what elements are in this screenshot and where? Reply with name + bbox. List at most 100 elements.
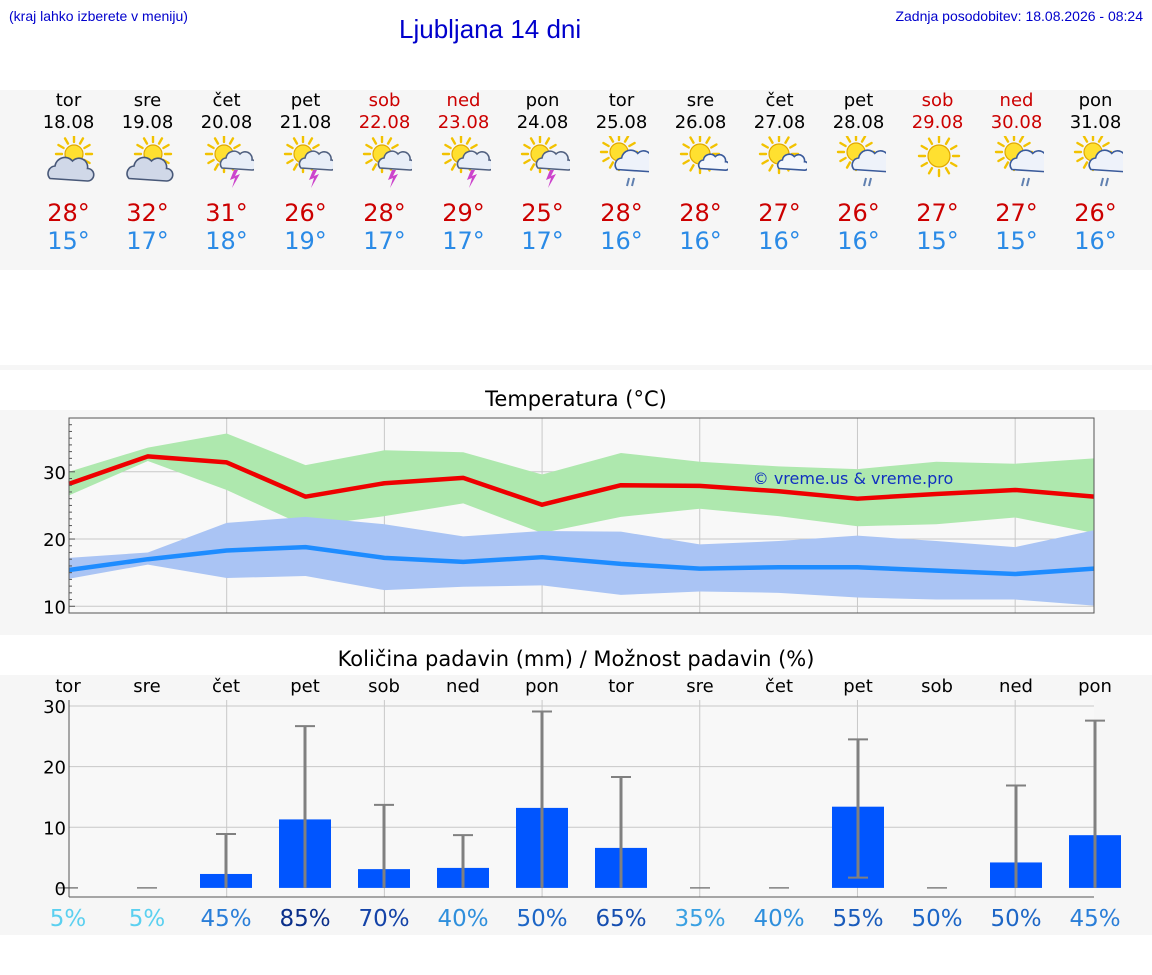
x-day-label: sre xyxy=(686,676,713,697)
sun-thunderstorm-icon xyxy=(520,136,570,188)
day-date: 28.08 xyxy=(832,112,885,133)
x-day-label: čet xyxy=(765,676,793,697)
precip-probability: 65% xyxy=(595,906,646,932)
temp-min: 16° xyxy=(758,227,801,255)
precip-probability: 70% xyxy=(358,906,409,932)
x-day-label: pet xyxy=(290,676,320,697)
temp-max: 28° xyxy=(47,199,90,227)
temp-max: 27° xyxy=(758,199,801,227)
temp-min: 17° xyxy=(442,227,485,255)
day-name: pon xyxy=(525,90,560,111)
day-name: čet xyxy=(212,90,241,111)
day-name: sre xyxy=(133,90,162,111)
temp-max: 26° xyxy=(284,199,327,227)
day-date: 27.08 xyxy=(753,112,806,133)
day-date: 30.08 xyxy=(990,112,1043,133)
precip-probability: 45% xyxy=(1069,906,1120,932)
day-name: sre xyxy=(686,90,715,111)
temp-max: 25° xyxy=(521,199,564,227)
location-hint: (kraj lahko izberete v meniju) xyxy=(9,8,188,24)
day-date: 29.08 xyxy=(911,112,964,133)
day-name: sob xyxy=(368,90,401,111)
watermark: © vreme.us & vreme.pro xyxy=(753,469,954,488)
temp-max: 28° xyxy=(679,199,722,227)
day-name: tor xyxy=(608,90,635,111)
x-day-label: tor xyxy=(55,676,81,697)
day-date: 31.08 xyxy=(1069,112,1122,133)
temp-min: 17° xyxy=(521,227,564,255)
precip-probability: 35% xyxy=(674,906,725,932)
x-day-label: ned xyxy=(999,676,1033,697)
temp-max: 29° xyxy=(442,199,485,227)
temp-min: 15° xyxy=(995,227,1038,255)
sun-thunderstorm-icon xyxy=(441,136,491,188)
temperature-chart: 10 20 30 © vreme.us & vreme.pro xyxy=(43,417,1095,618)
y-tick-label: 30 xyxy=(43,697,66,718)
y-tick-label: 10 xyxy=(43,597,66,618)
precip-probability: 50% xyxy=(516,906,567,932)
x-day-label: pon xyxy=(1078,676,1112,697)
day-date: 26.08 xyxy=(674,112,727,133)
x-day-label: sob xyxy=(368,676,400,697)
precip-probability: 55% xyxy=(832,906,883,932)
y-tick-label: 20 xyxy=(43,758,66,779)
last-update: Zadnja posodobitev: 18.08.2026 - 08:24 xyxy=(895,8,1143,24)
precip-probability: 5% xyxy=(50,906,87,932)
temp-min: 17° xyxy=(363,227,406,255)
max-temp-band xyxy=(69,433,1094,533)
temp-min: 18° xyxy=(205,227,248,255)
day-name: sob xyxy=(921,90,954,111)
y-tick-label: 10 xyxy=(43,818,66,839)
partly-cloudy-icon xyxy=(126,136,174,182)
precip-probability: 50% xyxy=(911,906,962,932)
precip-probability: 50% xyxy=(990,906,1041,932)
sun-rain-icon xyxy=(994,136,1044,187)
partly-cloudy-icon xyxy=(47,136,95,182)
day-date: 20.08 xyxy=(200,112,253,133)
temperature-chart-title: Temperatura (°C) xyxy=(485,387,667,411)
x-day-label: sre xyxy=(133,676,160,697)
temp-max: 27° xyxy=(995,199,1038,227)
sun-rain-icon xyxy=(1073,136,1123,187)
sun-thunderstorm-icon xyxy=(204,136,254,188)
sun-thunderstorm-icon xyxy=(362,136,412,188)
x-day-label: pet xyxy=(843,676,873,697)
day-name: čet xyxy=(765,90,794,111)
temp-max: 28° xyxy=(363,199,406,227)
temp-max: 31° xyxy=(205,199,248,227)
day-name: ned xyxy=(999,90,1034,111)
sun-small-cloud-icon xyxy=(679,136,728,175)
temp-max: 28° xyxy=(600,199,643,227)
temp-min: 16° xyxy=(837,227,880,255)
max-temp-line xyxy=(68,454,1095,507)
day-date: 23.08 xyxy=(437,112,490,133)
day-date: 22.08 xyxy=(358,112,411,133)
y-tick-label: 0 xyxy=(55,879,66,900)
day-name: pon xyxy=(1078,90,1113,111)
temp-min: 15° xyxy=(47,227,90,255)
y-tick-label: 20 xyxy=(43,530,66,551)
sun-rain-icon xyxy=(599,136,649,187)
temp-max: 26° xyxy=(1074,199,1117,227)
day-date: 24.08 xyxy=(516,112,569,133)
day-date: 25.08 xyxy=(595,112,648,133)
sun-thunderstorm-icon xyxy=(283,136,333,188)
x-day-label: čet xyxy=(212,676,240,697)
y-tick-label: 30 xyxy=(43,463,66,484)
temp-max: 32° xyxy=(126,199,169,227)
day-name: pet xyxy=(843,90,874,111)
min-temp-line xyxy=(68,544,1095,577)
day-name: ned xyxy=(446,90,481,111)
day-date: 18.08 xyxy=(42,112,95,133)
temp-min: 16° xyxy=(679,227,722,255)
plot-area xyxy=(69,700,1094,897)
x-day-label: pon xyxy=(525,676,559,697)
day-name: pet xyxy=(290,90,321,111)
sun-icon xyxy=(917,136,961,178)
precipitation-chart: tor sre čet pet sob ned pon tor sre čet pet sob ned p… xyxy=(43,676,1121,932)
sun-small-cloud-icon xyxy=(758,136,807,175)
sun-rain-icon xyxy=(836,136,886,187)
day-date: 21.08 xyxy=(279,112,332,133)
precipitation-chart-title: Količina padavin (mm) / Možnost padavin … xyxy=(337,647,815,671)
temp-min: 15° xyxy=(916,227,959,255)
